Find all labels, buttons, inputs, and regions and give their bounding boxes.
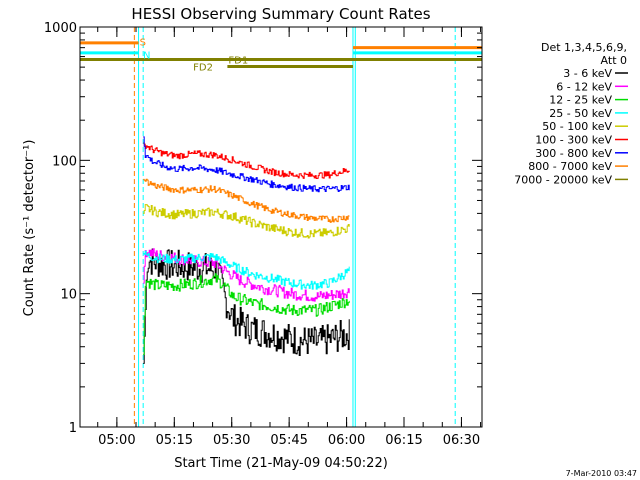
legend-header-line: Det 1,3,4,5,6,9, (541, 41, 627, 54)
x-tick-label: 05:00 (98, 433, 135, 448)
x-tick-label: 06:00 (328, 433, 365, 448)
series-300-800-kev (143, 136, 350, 193)
series-3-6-kev (143, 248, 350, 364)
series-800-7000-kev (143, 178, 350, 223)
legend-label: 3 - 6 keV (563, 67, 612, 80)
x-tick-label: 06:30 (443, 433, 480, 448)
plot-area: SN FD1 FD2 1 10 100 1000 05:00 05:15 05:30 05:45 06… (44, 21, 483, 448)
series-100-300-kev (143, 142, 350, 179)
footer-timestamp: 7-Mar-2010 03:47 (566, 469, 637, 478)
annotation-fd1: FD1 (228, 56, 248, 67)
annotation-n: N (143, 51, 150, 62)
x-tick-label: 05:30 (213, 433, 250, 448)
legend-label: 50 - 100 keV (542, 120, 612, 133)
legend-label: 7000 - 20000 keV (514, 173, 612, 186)
legend-label: 25 - 50 keV (549, 107, 612, 120)
legend-label: 800 - 7000 keV (528, 160, 612, 173)
legend-label: 12 - 25 keV (549, 94, 612, 107)
y-axis-label: Count Rate (s⁻¹ detector⁻¹) (22, 140, 37, 317)
legend-label: 100 - 300 keV (535, 134, 612, 147)
legend-label: 300 - 800 keV (535, 147, 612, 160)
x-axis-label: Start Time (21-May-09 04:50:22) (174, 456, 388, 471)
y-tick-label: 1000 (44, 21, 77, 36)
series-6-12-kev (143, 248, 350, 302)
x-tick-label: 05:15 (156, 433, 193, 448)
y-tick-label: 1 (69, 421, 77, 436)
series-25-50-kev (143, 250, 350, 290)
annotation-fd2: FD2 (193, 63, 213, 74)
x-tick-label: 06:15 (385, 433, 422, 448)
plot-frame (79, 26, 483, 428)
y-tick-label: 10 (60, 288, 77, 303)
series-12-25-kev (143, 273, 350, 355)
series-50-100-kev (143, 204, 350, 239)
x-tick-label: 05:45 (270, 433, 307, 448)
y-tick-label: 100 (52, 154, 77, 169)
annotation-s: S (140, 37, 146, 48)
legend-label: 6 - 12 keV (556, 80, 612, 93)
legend-header-line: Att 0 (601, 54, 627, 67)
chart-title: HESSI Observing Summary Count Rates (131, 5, 430, 23)
